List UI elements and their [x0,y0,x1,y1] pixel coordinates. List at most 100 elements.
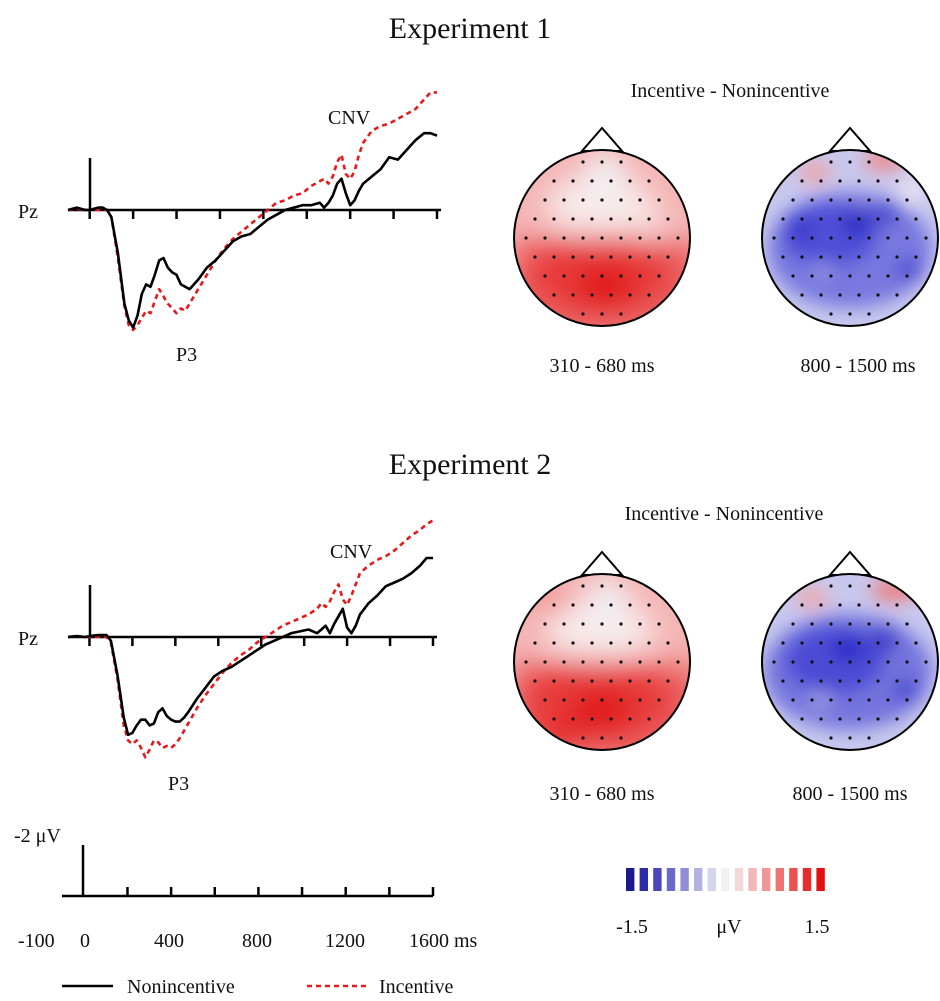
electrode-dot [905,622,909,626]
electrode-dot [581,698,585,702]
electrode-dot [628,293,632,297]
electrode-dot [829,736,833,740]
electrode-dot [781,255,785,259]
nose-icon [827,126,873,152]
electrode-dot [600,698,604,702]
electrode-dot [781,679,785,683]
electrode-dot [619,698,623,702]
topomap-window-label: 310 - 680 ms [550,355,655,377]
incentive-trace-1 [67,91,437,332]
electrode-dot [914,679,918,683]
electrode-dot [562,236,566,240]
electrode-dot [876,679,880,683]
electrode-dot [886,236,890,240]
electrode-dot [924,660,928,664]
topomap-exp2-late: 800 - 1500 ms [761,550,939,805]
electrode-dot [829,160,833,164]
electrode-dot [800,679,804,683]
colorbar-swatch [748,868,757,891]
electrode-dot [800,641,804,645]
electrode-dot [590,293,594,297]
electrode-dot [600,584,604,588]
colorbar-swatch [762,868,771,891]
p3-label-2: P3 [168,773,189,795]
colorbar-max-label: 1.5 [805,916,830,938]
electrode-dot [609,255,613,259]
electrode-dot [800,217,804,221]
electrode-dot [867,198,871,202]
electrode-dot [600,198,604,202]
electrode-dot [581,622,585,626]
electrode-dot [829,198,833,202]
electrode-dot [819,255,823,259]
electrode-dot [647,641,651,645]
electrode-dot [819,217,823,221]
electrode-dot [791,236,795,240]
electrode-dot [609,679,613,683]
electrode-dot [543,274,547,278]
electrode-dot [857,179,861,183]
electrode-dot [829,274,833,278]
electrode-dot [600,160,604,164]
electrode-dot [581,198,585,202]
electrode-dot [533,679,537,683]
tick-label: 800 [242,930,272,952]
electrode-dot [581,660,585,664]
electrode-dot [628,641,632,645]
electrode-dot [886,622,890,626]
electrode-dot [619,736,623,740]
electrode-dot [619,660,623,664]
electrode-dot [562,622,566,626]
incentive-trace-2 [67,519,434,759]
electrode-dot [848,160,852,164]
tick-label: 1200 [325,930,365,952]
electrode-dot [791,622,795,626]
electrode-dot [876,641,880,645]
electrode-dot [867,736,871,740]
electrode-dot [552,641,556,645]
electrode-dot [571,641,575,645]
electrode-dot [857,293,861,297]
electrode-dot [638,698,642,702]
electrode-dot [876,255,880,259]
electrode-dot [600,622,604,626]
electrode-dot [628,717,632,721]
electrode-dot [543,660,547,664]
electrode-dot [867,622,871,626]
electrode-dot [848,584,852,588]
electrode-dot [876,293,880,297]
electrode-dot [810,622,814,626]
electrode-dot [638,660,642,664]
electrode-dot [857,255,861,259]
electrode-dot [819,179,823,183]
electrode-dot [581,736,585,740]
electrode-dot [571,679,575,683]
electrode-dot [848,736,852,740]
colorbar-swatch [680,868,689,891]
electrode-dot [638,274,642,278]
electrode-dot [876,217,880,221]
electrode-dot [857,717,861,721]
electrode-dot [819,293,823,297]
electrode-dot [676,660,680,664]
electrode-dot [543,198,547,202]
electrode-dot [571,255,575,259]
electrode-dot [867,236,871,240]
erp-panel-2: Pz CNV P3 [18,519,437,795]
colorbar-swatch [666,868,676,891]
electrode-dot [848,312,852,316]
colorbar-swatch [626,868,635,891]
electrode-dot [571,293,575,297]
electrode-dot [848,236,852,240]
electrode-dot [628,255,632,259]
topomap-exp1-late: 800 - 1500 ms [761,126,939,377]
electrode-dot [867,274,871,278]
electrode-dot [657,274,661,278]
electrode-dot [590,717,594,721]
electrode-dot [590,641,594,645]
electrode-dot [838,641,842,645]
electrode-dot [543,698,547,702]
electrode-dot [895,217,899,221]
electrode-dot [876,717,880,721]
electrode-dot [791,198,795,202]
